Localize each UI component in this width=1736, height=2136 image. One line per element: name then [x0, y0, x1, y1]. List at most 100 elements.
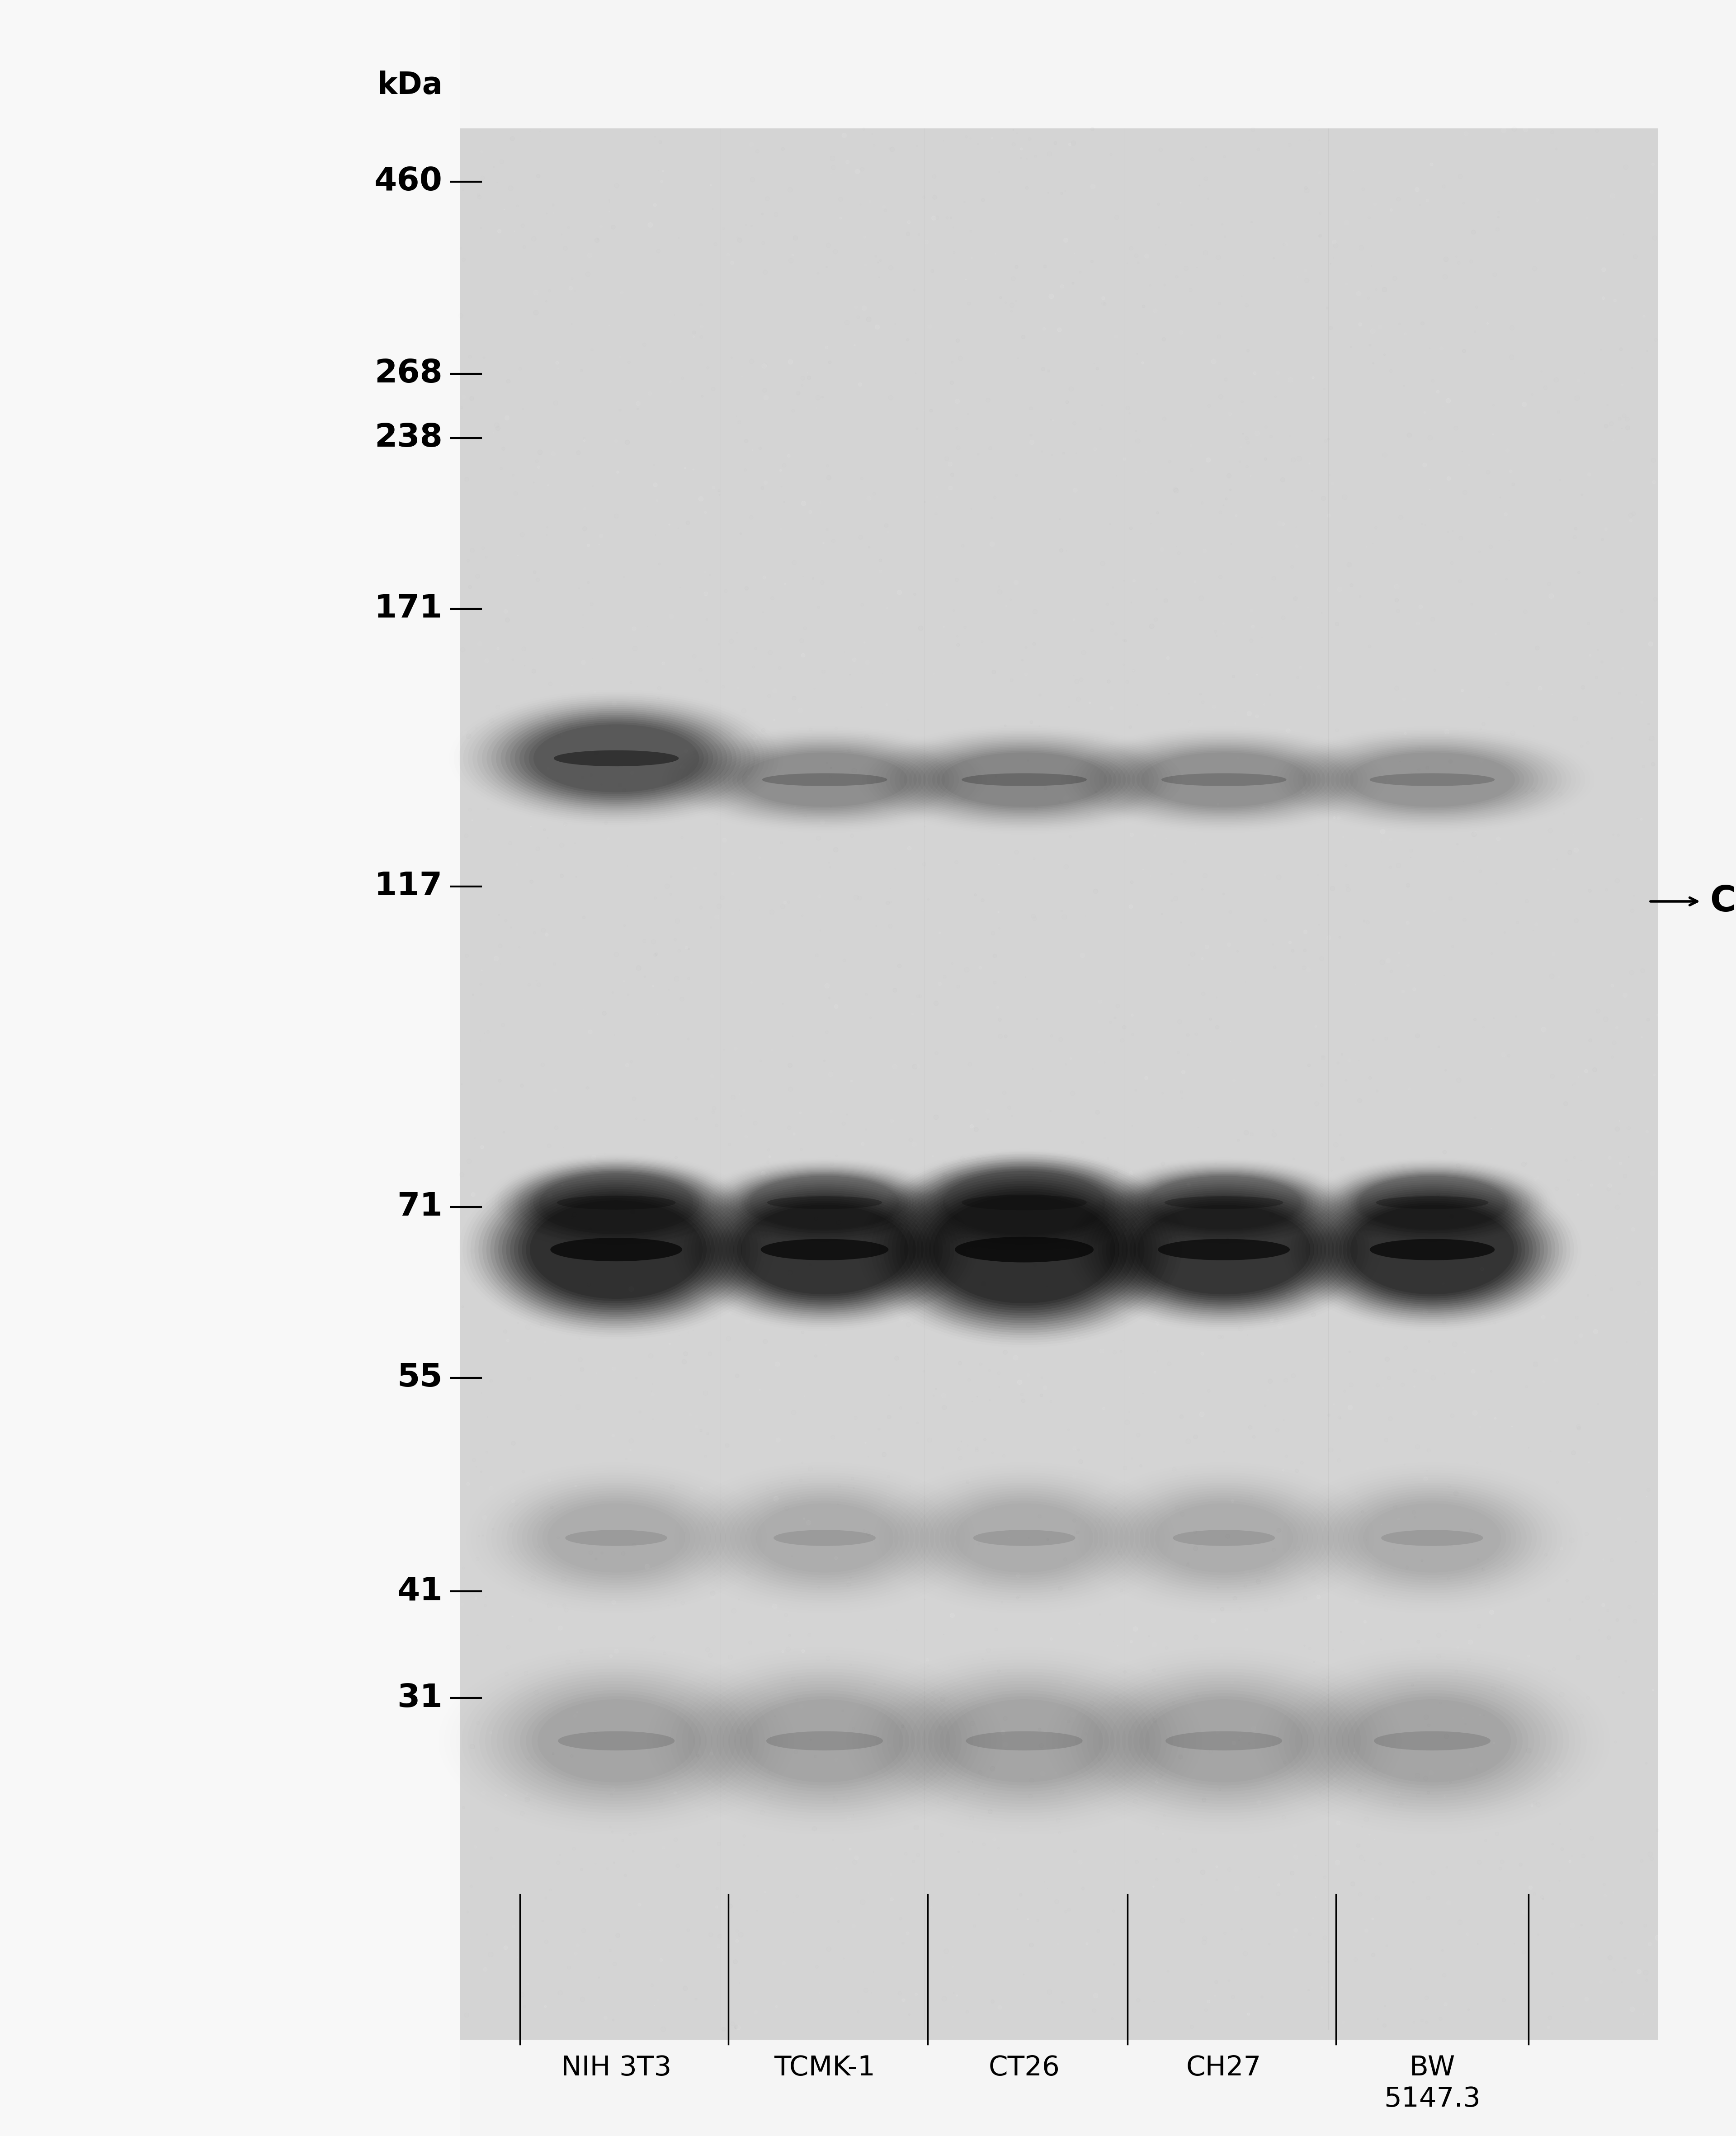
Ellipse shape — [887, 1168, 1161, 1331]
Ellipse shape — [738, 1203, 911, 1297]
Ellipse shape — [1130, 1200, 1318, 1299]
Ellipse shape — [700, 1181, 950, 1318]
Ellipse shape — [929, 1194, 1120, 1305]
Text: kDa: kDa — [377, 70, 443, 100]
Ellipse shape — [726, 1196, 924, 1303]
Ellipse shape — [962, 773, 1087, 786]
Ellipse shape — [741, 1205, 908, 1294]
Text: 31: 31 — [398, 1683, 443, 1713]
Text: CT26: CT26 — [988, 2055, 1061, 2080]
Ellipse shape — [920, 1188, 1128, 1312]
Ellipse shape — [939, 1168, 1109, 1237]
Ellipse shape — [1158, 1239, 1290, 1260]
Ellipse shape — [925, 1192, 1123, 1307]
Ellipse shape — [524, 720, 708, 797]
Ellipse shape — [1094, 1181, 1354, 1318]
Ellipse shape — [498, 1181, 734, 1318]
Ellipse shape — [526, 1198, 707, 1301]
Ellipse shape — [1118, 1194, 1330, 1305]
Text: 171: 171 — [375, 594, 443, 624]
Ellipse shape — [1347, 1203, 1517, 1297]
Ellipse shape — [523, 1196, 710, 1303]
Ellipse shape — [1106, 1188, 1342, 1312]
Text: 55: 55 — [398, 1363, 443, 1393]
Ellipse shape — [722, 1194, 927, 1305]
Ellipse shape — [1174, 1529, 1274, 1546]
Ellipse shape — [913, 1183, 1135, 1316]
Ellipse shape — [1312, 1183, 1552, 1316]
FancyBboxPatch shape — [460, 128, 1658, 2040]
Ellipse shape — [1125, 1198, 1323, 1301]
Text: 71: 71 — [398, 1192, 443, 1222]
Ellipse shape — [750, 1177, 899, 1228]
Ellipse shape — [557, 1196, 675, 1209]
Text: NIH 3T3: NIH 3T3 — [561, 2055, 672, 2080]
Ellipse shape — [934, 1196, 1115, 1303]
Ellipse shape — [510, 716, 722, 801]
Ellipse shape — [566, 1529, 667, 1546]
Ellipse shape — [505, 713, 727, 803]
Ellipse shape — [554, 750, 679, 767]
Ellipse shape — [1097, 1183, 1351, 1316]
Ellipse shape — [703, 1183, 946, 1316]
Ellipse shape — [1121, 1196, 1326, 1303]
Text: TCMK-1: TCMK-1 — [774, 2055, 875, 2080]
Ellipse shape — [729, 1198, 920, 1301]
Ellipse shape — [495, 1179, 738, 1320]
Ellipse shape — [1316, 1185, 1549, 1314]
Ellipse shape — [1332, 1194, 1533, 1305]
Ellipse shape — [517, 1194, 715, 1305]
Ellipse shape — [514, 718, 717, 801]
Ellipse shape — [1102, 1185, 1345, 1314]
Ellipse shape — [507, 1188, 726, 1312]
Ellipse shape — [1165, 1196, 1283, 1209]
Ellipse shape — [486, 1175, 746, 1324]
Ellipse shape — [1335, 1196, 1529, 1303]
Ellipse shape — [767, 1196, 882, 1209]
Text: 460: 460 — [375, 167, 443, 197]
Ellipse shape — [1165, 1730, 1283, 1752]
Ellipse shape — [502, 1185, 731, 1314]
Ellipse shape — [713, 1190, 936, 1309]
Ellipse shape — [1370, 1239, 1495, 1260]
Ellipse shape — [1325, 1190, 1540, 1309]
Ellipse shape — [1328, 1192, 1536, 1307]
Ellipse shape — [707, 1185, 943, 1314]
Ellipse shape — [1338, 1198, 1526, 1301]
Ellipse shape — [892, 1171, 1156, 1329]
Ellipse shape — [1134, 1203, 1314, 1297]
Text: 268: 268 — [375, 359, 443, 389]
Ellipse shape — [510, 1190, 722, 1309]
Ellipse shape — [540, 1173, 693, 1232]
Ellipse shape — [529, 722, 703, 795]
Ellipse shape — [1161, 773, 1286, 786]
Ellipse shape — [974, 1529, 1075, 1546]
Ellipse shape — [710, 1188, 939, 1312]
Ellipse shape — [955, 1237, 1094, 1262]
Ellipse shape — [943, 1171, 1106, 1235]
Ellipse shape — [1370, 773, 1495, 786]
Ellipse shape — [1321, 1188, 1543, 1312]
Text: 41: 41 — [398, 1576, 443, 1606]
Ellipse shape — [760, 1239, 889, 1260]
Ellipse shape — [1359, 1177, 1505, 1228]
Ellipse shape — [1382, 1529, 1483, 1546]
Ellipse shape — [557, 1730, 675, 1752]
Text: BW
5147.3: BW 5147.3 — [1384, 2055, 1481, 2113]
Ellipse shape — [1373, 1730, 1491, 1752]
Ellipse shape — [908, 1181, 1141, 1318]
Ellipse shape — [1309, 1181, 1555, 1318]
Ellipse shape — [529, 1200, 703, 1299]
Text: 117: 117 — [375, 871, 443, 901]
Ellipse shape — [1377, 1196, 1488, 1209]
Ellipse shape — [514, 1192, 719, 1307]
Ellipse shape — [550, 1239, 682, 1260]
Ellipse shape — [962, 1194, 1087, 1211]
Ellipse shape — [965, 1730, 1083, 1752]
Ellipse shape — [896, 1173, 1153, 1326]
Ellipse shape — [1115, 1192, 1333, 1307]
Ellipse shape — [733, 1200, 917, 1299]
Ellipse shape — [774, 1529, 875, 1546]
Ellipse shape — [490, 1177, 743, 1322]
Ellipse shape — [766, 1730, 884, 1752]
